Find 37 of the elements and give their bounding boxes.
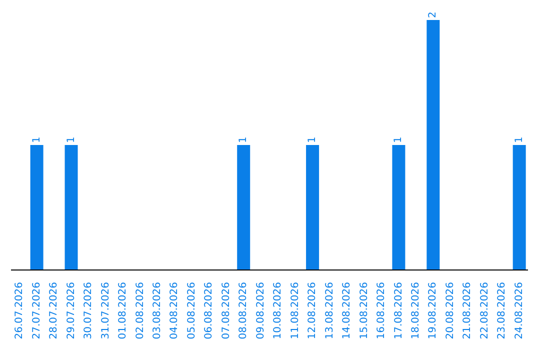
data-label: 2 [428, 12, 439, 18]
x-tick-label: 09.08.2026 [255, 282, 266, 340]
x-tick-label: 19.08.2026 [428, 282, 439, 340]
x-tick-label: 17.08.2026 [393, 282, 404, 340]
x-tick-label: 08.08.2026 [238, 282, 250, 340]
x-tick-label: 21.08.2026 [462, 282, 474, 340]
x-tick-label: 18.08.2026 [410, 282, 422, 340]
x-tick-label: 03.08.2026 [152, 282, 163, 340]
data-label: 1 [66, 136, 77, 143]
x-tick-label: 27.07.2026 [31, 282, 42, 340]
x-tick-label: 04.08.2026 [169, 282, 180, 340]
x-tick-label: 05.08.2026 [186, 282, 198, 340]
x-tick-label: 28.07.2026 [48, 282, 60, 340]
data-label: 1 [307, 136, 318, 143]
x-tick-label: 30.07.2026 [83, 282, 94, 340]
x-tick-label: 23.08.2026 [496, 282, 508, 340]
x-tick-label: 06.08.2026 [204, 282, 215, 340]
data-label: 1 [31, 136, 42, 143]
x-tick-label: 13.08.2026 [324, 282, 336, 340]
x-tick-label: 10.08.2026 [272, 282, 284, 340]
data-label: 1 [238, 136, 250, 143]
x-tick-label: 11.08.2026 [290, 282, 301, 340]
x-tick-label: 12.08.2026 [307, 282, 318, 340]
x-tick-label: 02.08.2026 [134, 282, 146, 340]
x-tick-label: 07.08.2026 [220, 282, 232, 340]
x-tick-label: 20.08.2026 [444, 282, 456, 340]
x-tick-label: 22.08.2026 [479, 282, 490, 340]
x-tick-label: 01.08.2026 [118, 282, 129, 340]
x-tick-label: 29.07.2026 [66, 282, 77, 340]
x-tick-label: 16.08.2026 [376, 282, 388, 340]
x-tick-label: 31.07.2026 [100, 282, 112, 340]
x-tick-label: 15.08.2026 [358, 282, 370, 340]
x-tick-label: 26.07.2026 [14, 282, 26, 340]
x-tick-label: 14.08.2026 [342, 282, 353, 340]
x-tick-label: 24.08.2026 [514, 282, 525, 340]
data-label: 1 [393, 136, 404, 143]
data-label: 1 [514, 136, 525, 143]
